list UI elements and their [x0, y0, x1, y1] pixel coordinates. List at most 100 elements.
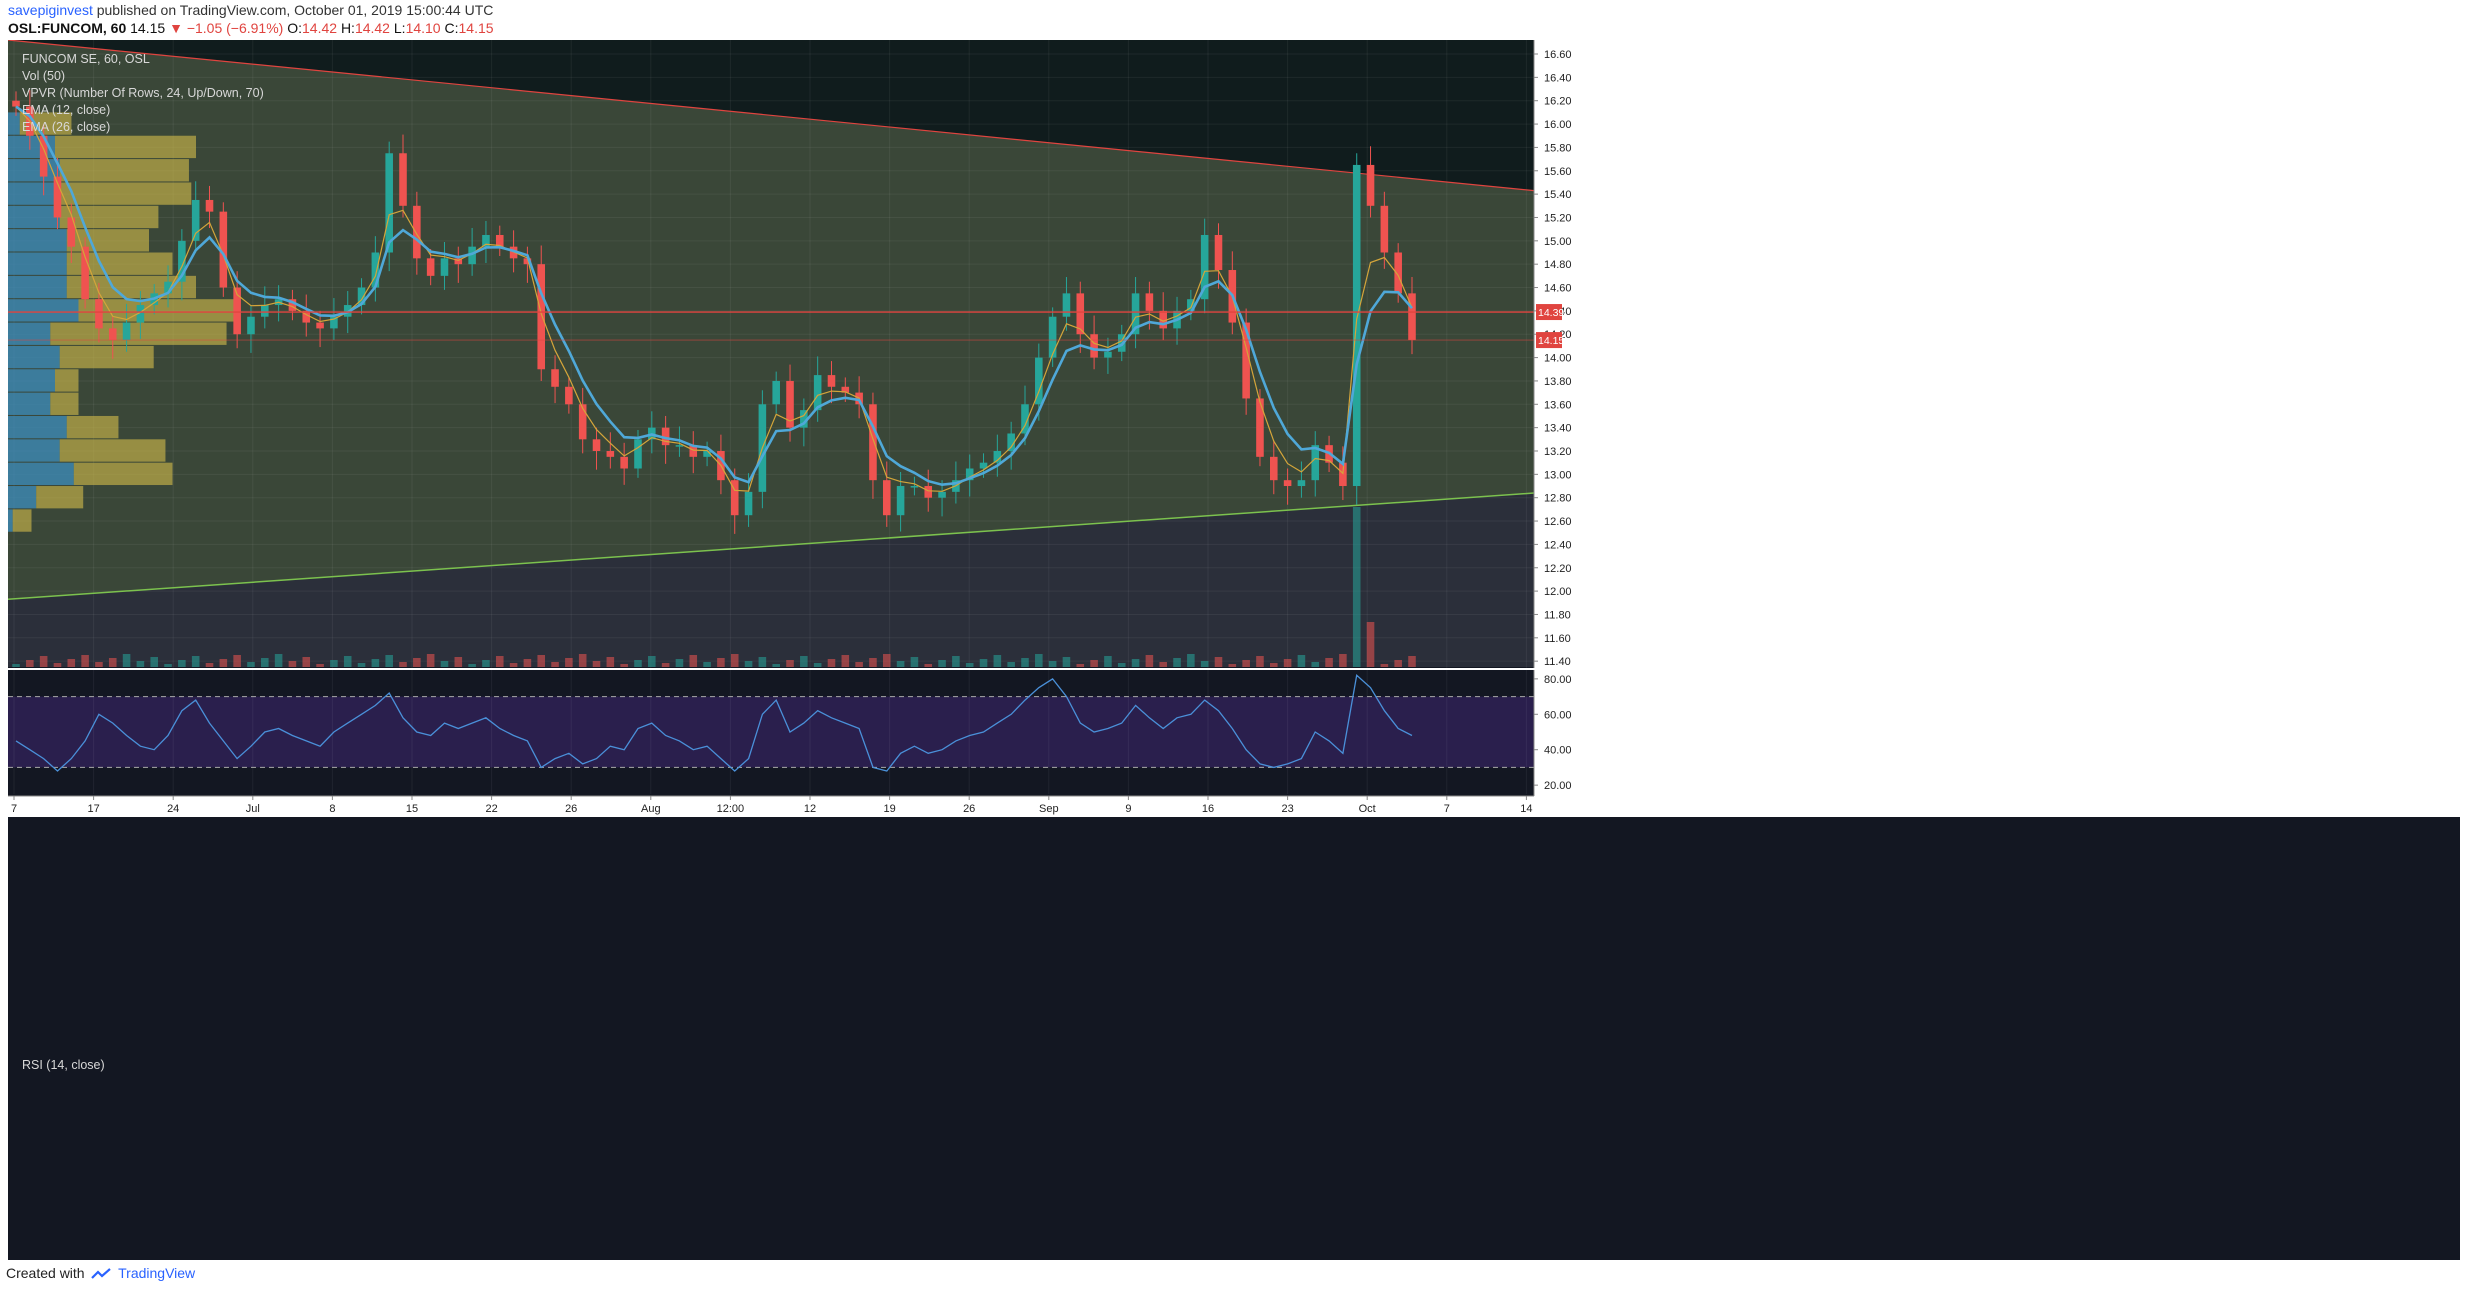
legend-title: FUNCOM SE, 60, OSL	[22, 52, 150, 66]
price-badge	[1536, 332, 1562, 349]
price-axis-label: 13.00	[1544, 469, 1572, 481]
price-axis-label: 12.00	[1544, 586, 1572, 598]
candle-body	[233, 287, 241, 335]
price-axis-label: 13.60	[1544, 399, 1572, 411]
candle-body	[869, 404, 877, 481]
volume-bar	[910, 657, 919, 667]
volume-bar	[1035, 654, 1043, 667]
volume-bar	[675, 659, 684, 667]
volume-bar	[122, 654, 131, 667]
volume-bar	[924, 664, 933, 667]
volume-bar	[302, 657, 311, 667]
price-axis-label: 13.80	[1544, 376, 1572, 388]
high-label: H:	[340, 20, 355, 36]
price-axis-label: 14.00	[1544, 353, 1572, 365]
candle-body	[1187, 299, 1195, 311]
volume-bar	[730, 654, 739, 667]
price-axis-label: 12.40	[1544, 539, 1572, 551]
volume-bar	[744, 661, 753, 667]
candle-body	[1007, 433, 1015, 451]
candle-body	[827, 375, 836, 387]
legend-rsi: RSI (14, close)	[22, 1058, 105, 1072]
down-arrow-icon: ▼	[169, 20, 183, 36]
volume-bar	[786, 660, 794, 667]
volume-bar	[413, 658, 421, 667]
volume-bar	[537, 655, 546, 667]
candle-body	[39, 135, 48, 177]
volume-bar	[1104, 656, 1112, 667]
candle-body	[592, 439, 601, 451]
volume-bar	[1007, 662, 1015, 667]
close-value: 14.15	[458, 20, 494, 36]
open-value: 14.42	[302, 20, 338, 36]
tradingview-brand[interactable]: TradingView	[118, 1265, 196, 1281]
candle-body	[164, 281, 172, 294]
volume-bar	[1311, 662, 1320, 667]
volume-bar	[247, 662, 255, 667]
candle-body	[1408, 293, 1416, 341]
rsi-axis-label: 20.00	[1544, 780, 1572, 792]
volume-bar	[813, 663, 822, 667]
rsi-band	[8, 696, 1534, 768]
time-axis-label: 22	[485, 803, 497, 815]
volume-bar	[1269, 663, 1278, 667]
volume-bar	[938, 660, 946, 667]
candle-body	[316, 322, 324, 329]
volume-bar	[274, 654, 283, 667]
price-axis-label: 15.20	[1544, 212, 1572, 224]
volume-bar	[800, 656, 808, 667]
author-link[interactable]: savepiginvest	[8, 2, 93, 18]
candle-body	[122, 322, 131, 341]
time-axis-bg	[8, 796, 2460, 817]
candle-body	[1339, 462, 1347, 487]
volume-bar	[233, 655, 241, 667]
candle-body	[95, 299, 103, 329]
time-axis-label: 14	[1520, 803, 1532, 815]
vpvr-up-bar	[8, 275, 67, 299]
time-axis-label: 26	[963, 803, 975, 815]
volume-bar	[67, 659, 76, 667]
footer: Created with TradingView	[6, 1265, 195, 1281]
open-label: O:	[287, 20, 302, 36]
candle-body	[1062, 293, 1071, 317]
chart-area[interactable]: 16.60 16.40 16.20 16.00 15.80 15.60 15.40 15.20…	[7, 39, 2460, 1260]
quote-line: OSL:FUNCOM, 60 14.15 ▼ −1.05 (−6.91%) O:…	[8, 20, 494, 36]
chart-svg[interactable]: 16.60 16.40 16.20 16.00 15.80 15.60 15.40 15.20…	[7, 39, 2460, 1260]
price-axis-label: 14.80	[1544, 259, 1572, 271]
vpvr-down-bar	[59, 345, 154, 369]
candle-body	[468, 246, 476, 265]
legend-vpvr: VPVR (Number Of Rows, 24, Up/Down, 70)	[22, 86, 264, 100]
time-axis-label: 9	[1125, 803, 1131, 815]
ema26-line	[15, 105, 1413, 487]
volume-bar	[703, 662, 711, 667]
close-label: C:	[444, 20, 459, 36]
volume-bar	[1048, 661, 1057, 667]
price-change: −1.05 (−6.91%)	[186, 20, 284, 36]
created-with-text: Created with	[6, 1265, 85, 1281]
volume-bar	[219, 659, 228, 667]
candle-body	[1035, 357, 1043, 405]
candle-body	[440, 258, 449, 276]
resistance-trendline	[7, 39, 1535, 192]
volume-bar	[426, 654, 435, 667]
volume-bar	[827, 659, 836, 667]
candle-body	[371, 252, 380, 288]
candle-body	[1394, 252, 1402, 294]
volume-bar	[1228, 664, 1237, 667]
candle-body	[993, 450, 1002, 463]
candle-body	[1256, 398, 1264, 457]
publish-text: published on TradingView.com, October 01…	[96, 2, 494, 18]
volume-bar	[592, 661, 601, 667]
candle-body	[675, 445, 684, 447]
candle-body	[800, 410, 808, 428]
legend-ema12: EMA (12, close)	[22, 103, 111, 117]
price-axis-label: 15.80	[1544, 142, 1572, 154]
price-axis-label: 15.40	[1544, 189, 1572, 201]
low-label: L:	[393, 20, 406, 36]
volume-bar	[164, 664, 172, 667]
vpvr-up-bar	[8, 415, 67, 439]
volume-bar	[1062, 657, 1071, 667]
volume-bar	[993, 655, 1002, 667]
candle-body	[689, 445, 698, 457]
price-axis-label: 11.40	[1544, 656, 1571, 668]
